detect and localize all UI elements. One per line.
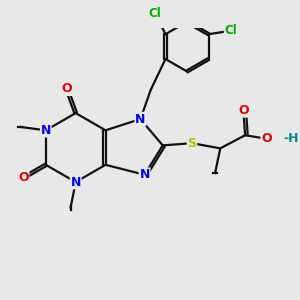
Text: N: N [40, 124, 51, 137]
Text: Cl: Cl [225, 24, 237, 37]
Text: N: N [70, 176, 81, 189]
Text: N: N [140, 168, 150, 181]
Text: N: N [135, 112, 146, 126]
Text: O: O [61, 82, 72, 95]
Text: O: O [261, 132, 272, 145]
Text: S: S [188, 137, 196, 150]
Text: Cl: Cl [149, 7, 161, 20]
Text: O: O [18, 171, 29, 184]
Text: O: O [238, 104, 249, 117]
Text: -H: -H [284, 132, 299, 145]
